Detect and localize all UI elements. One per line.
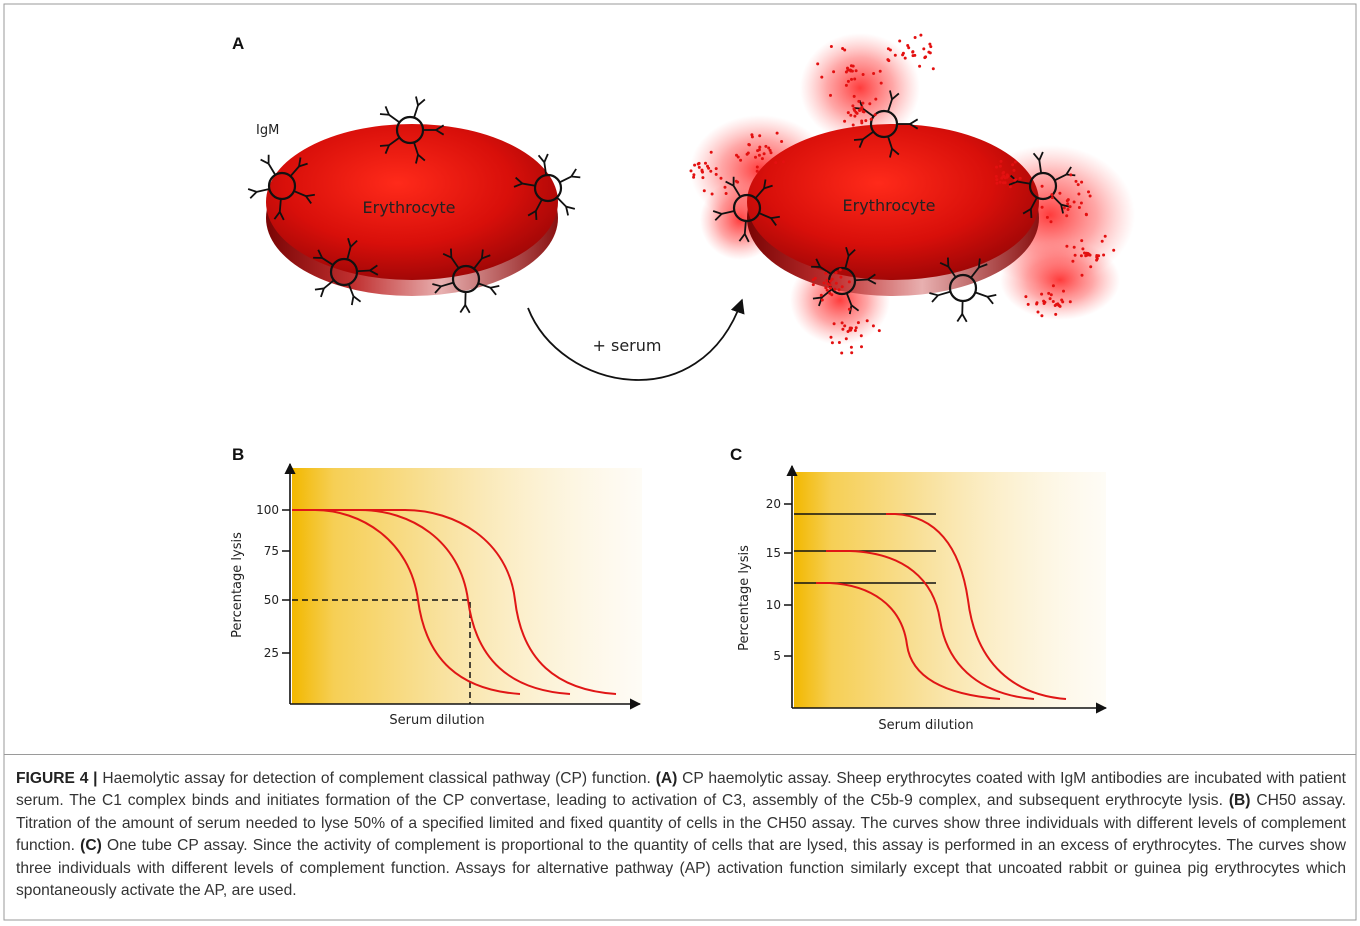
panel-c-ylabel: Percentage lysis — [737, 545, 752, 651]
y-tick-label: 75 — [264, 544, 279, 558]
panel-c-gradient — [794, 472, 1106, 708]
igm-antibody-icon — [853, 90, 919, 158]
panel-c-letter: C — [730, 445, 742, 464]
panel-c-curve-3 — [886, 513, 1067, 700]
panel-b-y-ticks: 100 75 50 25 — [256, 503, 290, 660]
y-tick-label: 50 — [264, 593, 279, 607]
igm-antibody-icon — [513, 153, 581, 221]
panel-b-curve-3 — [292, 509, 617, 695]
figure-caption: FIGURE 4 | Haemolytic assay for detectio… — [16, 768, 1346, 902]
y-tick-label: 10 — [766, 598, 781, 612]
panel-b-ylabel: Percentage lysis — [230, 532, 245, 638]
igm-antibodies-left — [247, 96, 581, 314]
igm-antibody-icon — [432, 248, 500, 314]
caption-b-text: CH50 assay. Titration of the amount of s… — [16, 792, 1346, 855]
caption-a-tag: (A) — [655, 770, 678, 787]
panel-b-letter: B — [232, 445, 244, 464]
serum-arrow-label: + serum — [593, 336, 662, 355]
figure-border — [3, 3, 1357, 921]
igm-antibody-icon — [247, 154, 315, 221]
caption-figure-label: FIGURE 4 | — [16, 770, 98, 787]
serum-arrow — [527, 298, 745, 381]
erythrocyte-right — [747, 124, 1039, 296]
caption-c-tag: (C) — [80, 837, 102, 855]
caption-intro: Haemolytic assay for detection of comple… — [102, 770, 651, 787]
caption-c-text: One tube CP assay. Since the activity of… — [16, 837, 1346, 900]
igm-label: IgM — [256, 123, 279, 138]
erythrocyte-right-label: Erythrocyte — [843, 196, 936, 215]
igm-antibody-icon — [929, 257, 997, 323]
igm-antibody-icon — [712, 176, 780, 243]
panel-c-curve-1 — [816, 582, 1001, 700]
panel-b-curve-2 — [292, 509, 571, 695]
panel-a-letter: A — [232, 34, 244, 53]
panel-b-curve-1 — [292, 509, 521, 695]
caption-a-text: CP haemolytic assay. Sheep erythrocytes … — [16, 770, 1346, 810]
igm-antibodies-right — [712, 90, 1076, 323]
igm-antibody-icon — [1008, 151, 1076, 219]
y-tick-label: 25 — [264, 646, 279, 660]
panel-c-curve-2 — [826, 550, 1035, 700]
panel-c-xlabel: Serum dilution — [878, 718, 973, 733]
caption-divider — [4, 754, 1356, 920]
y-tick-label: 5 — [773, 649, 781, 663]
igm-antibody-icon — [313, 237, 379, 306]
y-tick-label: 20 — [766, 497, 781, 511]
caption-b-tag: (B) — [1228, 792, 1251, 810]
erythrocyte-left-label: Erythrocyte — [363, 198, 456, 217]
igm-antibody-icon — [379, 96, 445, 164]
panel-c-y-ticks: 20 15 10 5 — [766, 497, 792, 663]
panel-b-xlabel: Serum dilution — [389, 713, 484, 728]
y-tick-label: 100 — [256, 503, 279, 517]
complement-fragments — [689, 33, 1116, 355]
panel-b-gradient — [292, 468, 642, 704]
y-tick-label: 15 — [766, 546, 781, 560]
